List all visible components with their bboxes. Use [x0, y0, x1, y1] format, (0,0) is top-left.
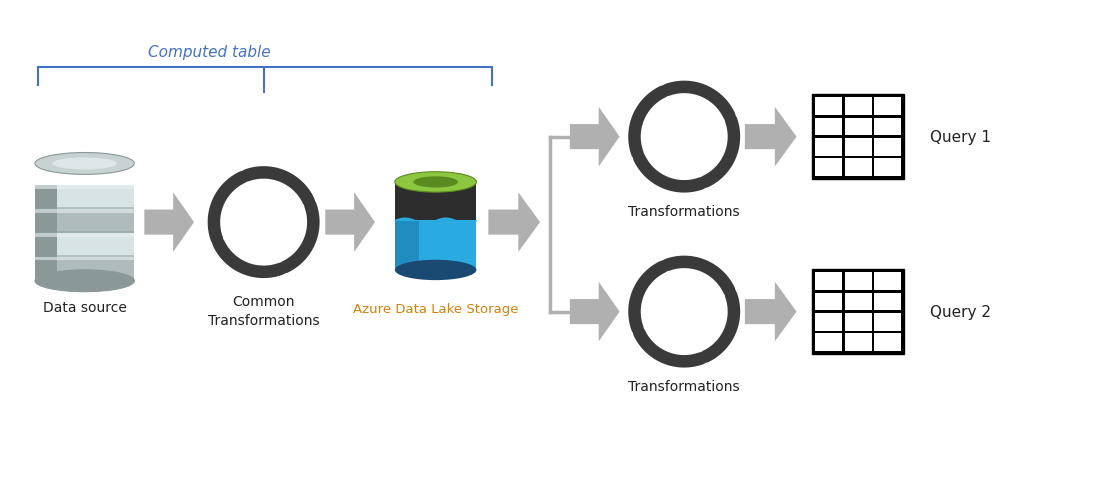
Polygon shape: [874, 159, 901, 177]
Polygon shape: [721, 106, 731, 120]
Polygon shape: [35, 208, 135, 210]
Ellipse shape: [35, 270, 135, 292]
Polygon shape: [874, 313, 901, 331]
Text: Data source: Data source: [43, 300, 127, 314]
Text: Computed table: Computed table: [148, 45, 270, 60]
Polygon shape: [874, 98, 901, 116]
Polygon shape: [35, 210, 112, 234]
Polygon shape: [874, 139, 901, 156]
Polygon shape: [653, 265, 666, 275]
Polygon shape: [281, 260, 294, 269]
Polygon shape: [845, 272, 872, 290]
Text: Azure Data Lake Storage: Azure Data Lake Storage: [353, 302, 519, 315]
Ellipse shape: [395, 260, 476, 281]
Polygon shape: [874, 293, 901, 311]
Polygon shape: [653, 91, 666, 100]
Polygon shape: [35, 257, 112, 281]
Polygon shape: [845, 98, 872, 116]
Polygon shape: [35, 232, 135, 234]
Polygon shape: [874, 272, 901, 290]
Polygon shape: [57, 234, 135, 257]
Polygon shape: [57, 257, 135, 281]
Polygon shape: [144, 193, 194, 253]
Polygon shape: [35, 257, 135, 261]
Polygon shape: [301, 192, 311, 205]
Text: Common
Transformations: Common Transformations: [208, 294, 319, 328]
Polygon shape: [395, 221, 419, 271]
Polygon shape: [488, 193, 540, 253]
Polygon shape: [638, 330, 647, 343]
Polygon shape: [745, 107, 796, 167]
Polygon shape: [35, 186, 135, 190]
Polygon shape: [745, 282, 796, 342]
Polygon shape: [35, 210, 135, 213]
Polygon shape: [815, 293, 842, 311]
Polygon shape: [815, 334, 842, 351]
Ellipse shape: [395, 172, 476, 193]
Polygon shape: [638, 155, 647, 168]
Polygon shape: [570, 282, 619, 342]
Polygon shape: [233, 176, 246, 185]
Polygon shape: [845, 293, 872, 311]
Polygon shape: [845, 159, 872, 177]
Polygon shape: [874, 334, 901, 351]
Ellipse shape: [35, 153, 135, 175]
Polygon shape: [57, 186, 135, 210]
Polygon shape: [325, 193, 375, 253]
Polygon shape: [813, 95, 904, 180]
Polygon shape: [815, 272, 842, 290]
Polygon shape: [35, 234, 135, 237]
Polygon shape: [721, 281, 731, 294]
Polygon shape: [845, 334, 872, 351]
Text: Transformations: Transformations: [628, 205, 740, 219]
Polygon shape: [815, 98, 842, 116]
Polygon shape: [701, 174, 715, 184]
Text: Query 1: Query 1: [930, 130, 991, 145]
Ellipse shape: [53, 158, 117, 170]
Polygon shape: [815, 313, 842, 331]
Polygon shape: [845, 139, 872, 156]
Text: Transformations: Transformations: [628, 379, 740, 393]
Polygon shape: [815, 118, 842, 136]
Polygon shape: [35, 279, 135, 281]
Polygon shape: [35, 256, 135, 257]
Polygon shape: [813, 270, 904, 354]
Polygon shape: [395, 219, 476, 224]
Ellipse shape: [414, 177, 458, 188]
Polygon shape: [815, 139, 842, 156]
Polygon shape: [815, 159, 842, 177]
Polygon shape: [395, 221, 476, 271]
Polygon shape: [57, 210, 135, 234]
Polygon shape: [217, 240, 226, 254]
Text: Query 2: Query 2: [930, 304, 991, 319]
Polygon shape: [35, 234, 112, 257]
Polygon shape: [35, 186, 112, 210]
Polygon shape: [701, 349, 715, 359]
Polygon shape: [845, 118, 872, 136]
Polygon shape: [395, 182, 476, 271]
Polygon shape: [570, 107, 619, 167]
Polygon shape: [874, 118, 901, 136]
Polygon shape: [845, 313, 872, 331]
